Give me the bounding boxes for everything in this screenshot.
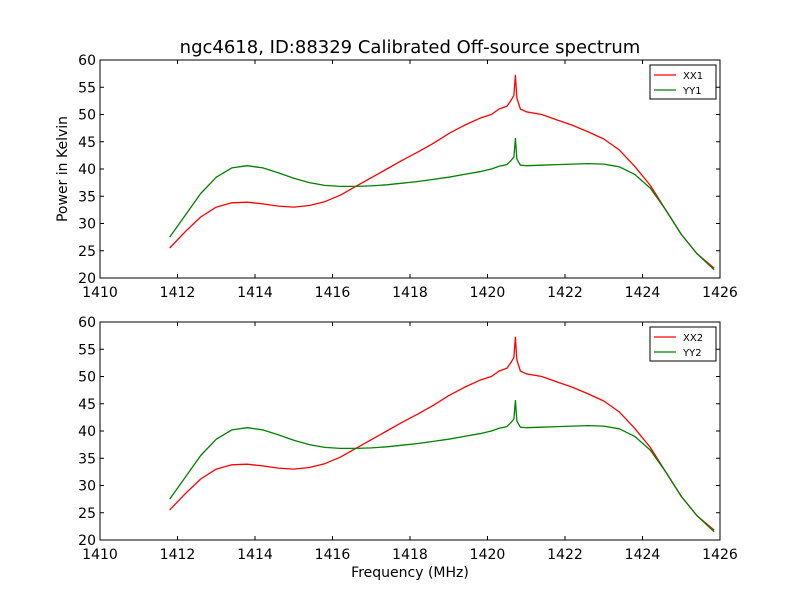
series-line-xx2 <box>169 336 715 531</box>
x-axis-label: Frequency (MHz) <box>351 565 469 581</box>
x-tick-label: 1420 <box>470 547 506 563</box>
y-tick-label: 35 <box>78 189 96 205</box>
y-tick-label: 30 <box>78 217 96 233</box>
x-tick-label: 1418 <box>392 547 428 563</box>
y-tick-label: 20 <box>78 533 96 549</box>
plot-area <box>99 321 721 541</box>
y-tick-label: 60 <box>78 315 96 331</box>
x-tick-label: 1414 <box>237 285 273 301</box>
panel-bottom: 1410 1412 1414 1416 1418 1420 1422 1424 1426 20 25… <box>78 315 738 581</box>
x-tick-label: 1416 <box>315 547 351 563</box>
y-tick-label: 30 <box>78 479 96 495</box>
legend-label: YY1 <box>682 86 702 97</box>
x-tick-label: 1426 <box>702 285 738 301</box>
x-tick-label: 1422 <box>547 547 583 563</box>
y-tick-label: 50 <box>78 108 96 124</box>
legend-label: XX2 <box>683 333 703 344</box>
y-tick-label: 60 <box>78 53 96 69</box>
x-tick-label: 1410 <box>82 285 118 301</box>
x-tick-label: 1426 <box>702 547 738 563</box>
chart-title: ngc4618, ID:88329 Calibrated Off-source … <box>180 37 641 58</box>
x-tick-label: 1420 <box>470 285 506 301</box>
y-tick-label: 40 <box>78 162 96 178</box>
y-tick-label: 20 <box>78 271 96 287</box>
y-tick-label: 55 <box>78 342 96 358</box>
y-tick-label: 50 <box>78 370 96 386</box>
y-tick-label: 35 <box>78 451 96 467</box>
series-line-yy1 <box>169 137 715 271</box>
y-tick-label: 25 <box>78 506 96 522</box>
x-tick-label: 1412 <box>160 285 196 301</box>
legend-label: XX1 <box>683 71 703 82</box>
series-line-yy2 <box>169 399 715 533</box>
x-tick-label: 1414 <box>237 547 273 563</box>
panel-top: 1410 1412 1414 1416 1418 1420 1422 1424 1426 20 25… <box>55 53 738 301</box>
y-tick-label: 25 <box>78 244 96 260</box>
x-tick-label: 1416 <box>315 285 351 301</box>
y-tick-label: 40 <box>78 424 96 440</box>
y-tick-label: 55 <box>78 80 96 96</box>
plot-area <box>99 59 721 279</box>
x-tick-label: 1422 <box>547 285 583 301</box>
y-tick-label: 45 <box>78 135 96 151</box>
legend-label: YY2 <box>682 348 702 359</box>
legend-box <box>649 326 717 362</box>
x-tick-label: 1412 <box>160 547 196 563</box>
series-line-xx1 <box>169 74 715 269</box>
legend-box <box>649 64 717 100</box>
y-tick-label: 45 <box>78 397 96 413</box>
x-tick-label: 1410 <box>82 547 118 563</box>
x-tick-label: 1418 <box>392 285 428 301</box>
y-axis-label: Power in Kelvin <box>55 116 71 222</box>
x-tick-label: 1424 <box>625 285 661 301</box>
x-tick-label: 1424 <box>625 547 661 563</box>
